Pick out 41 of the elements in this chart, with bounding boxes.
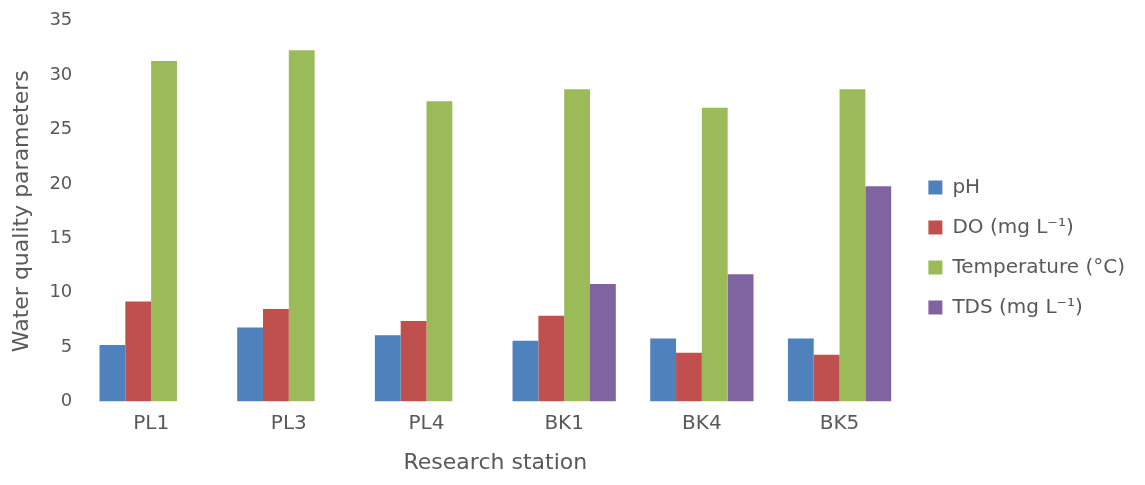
x-tick-label: BK4 xyxy=(682,409,722,434)
x-tick-label: PL1 xyxy=(133,409,170,434)
y-tick-label: 25 xyxy=(49,117,73,139)
x-tick-label: BK1 xyxy=(544,409,584,434)
bar xyxy=(676,352,702,402)
x-tick-label: PL3 xyxy=(270,409,307,434)
y-tick-label: 35 xyxy=(49,8,73,30)
bar xyxy=(787,338,814,402)
y-axis-title: Water quality parameters xyxy=(7,70,33,353)
bar xyxy=(590,284,616,402)
legend-label: TDS (mg L⁻¹) xyxy=(951,293,1083,318)
bar xyxy=(374,335,401,402)
y-tick-label: 5 xyxy=(60,334,73,356)
bar xyxy=(865,186,892,402)
bar xyxy=(512,340,539,402)
bar xyxy=(564,89,590,402)
x-tick-label: BK5 xyxy=(819,409,860,434)
x-tick-label: PL4 xyxy=(408,409,445,434)
y-tick-label: 15 xyxy=(49,226,73,248)
bar xyxy=(151,61,177,402)
bar xyxy=(400,321,427,402)
bar xyxy=(125,301,152,402)
y-tick-label: 20 xyxy=(49,171,73,193)
bar xyxy=(839,89,866,402)
bar xyxy=(288,50,315,402)
x-axis-title: Research station xyxy=(403,448,588,474)
bar xyxy=(538,315,565,402)
y-tick-label: 10 xyxy=(49,280,73,302)
bar xyxy=(701,107,728,402)
bar xyxy=(426,101,453,402)
legend-label: DO (mg L⁻¹) xyxy=(952,213,1074,238)
bar xyxy=(813,354,840,402)
legend-label: Temperature (°C) xyxy=(951,253,1126,278)
bar xyxy=(237,327,264,402)
bar xyxy=(650,338,677,402)
bar xyxy=(99,345,126,402)
y-tick-label: 30 xyxy=(49,62,73,84)
bar xyxy=(727,274,754,402)
bar xyxy=(263,309,289,402)
legend-label: pH xyxy=(952,173,981,198)
y-tick-label: 0 xyxy=(60,389,73,411)
